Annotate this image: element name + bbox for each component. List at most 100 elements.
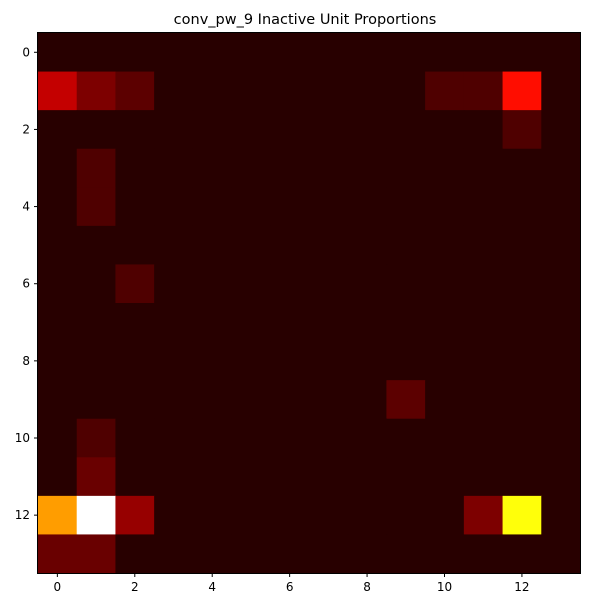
y-axis: 0 2 4 6 8 10 12 — [15, 45, 38, 522]
y-tick-label: 6 — [22, 277, 30, 291]
heatmap-cell — [463, 418, 504, 458]
x-tick-label: 8 — [363, 580, 371, 594]
heatmap-cell — [231, 225, 271, 266]
heatmap-cell — [347, 457, 388, 497]
heatmap-cell — [425, 418, 465, 458]
heatmap-cell — [502, 457, 542, 497]
heatmap-cell — [425, 495, 465, 536]
heatmap-cell — [270, 264, 310, 304]
heatmap-cell — [425, 303, 465, 343]
heatmap-cell — [270, 71, 310, 111]
heatmap-cell — [463, 71, 504, 111]
heatmap-cell — [154, 418, 194, 458]
heatmap-cell — [309, 225, 349, 266]
heatmap-cell — [192, 187, 233, 227]
heatmap-cell — [270, 225, 310, 266]
heatmap-cell — [347, 148, 388, 188]
y-tick-label: 0 — [22, 45, 30, 59]
heatmap-cell — [502, 418, 542, 458]
x-tick-label: 4 — [208, 580, 216, 594]
heatmap-cell — [541, 341, 581, 381]
heatmap-cell — [76, 341, 117, 381]
heatmap-cell — [541, 495, 581, 536]
heatmap-cell — [386, 457, 426, 497]
heatmap-cell — [541, 225, 581, 266]
heatmap-cell — [192, 534, 233, 574]
heatmap-cell — [231, 341, 271, 381]
heatmap-cell — [38, 457, 78, 497]
heatmap-cell — [270, 187, 310, 227]
heatmap-cell — [192, 303, 233, 343]
heatmap-cell — [463, 148, 504, 188]
heatmap-cell — [386, 148, 426, 188]
heatmap-cell — [386, 303, 426, 343]
heatmap-cell — [541, 264, 581, 304]
heatmap-cell — [115, 187, 155, 227]
heatmap-cell — [386, 418, 426, 458]
heatmap-cell — [154, 495, 194, 536]
heatmap-cell — [231, 534, 271, 574]
heatmap-cell — [541, 534, 581, 574]
heatmap-cell — [270, 495, 310, 536]
heatmap-cell — [425, 341, 465, 381]
x-tick-label: 12 — [514, 580, 529, 594]
heatmap-cell — [115, 148, 155, 188]
heatmap-cell — [192, 495, 233, 536]
heatmap-cell — [231, 264, 271, 304]
heatmap-cell — [502, 495, 542, 536]
x-tick-label: 2 — [131, 580, 139, 594]
heatmap-cell — [309, 418, 349, 458]
heatmap-cell — [38, 148, 78, 188]
heatmap-cell — [425, 534, 465, 574]
heatmap-cell — [309, 303, 349, 343]
heatmap-cell — [270, 110, 310, 150]
heatmap-cell — [502, 187, 542, 227]
heatmap-cell — [347, 33, 388, 73]
heatmap-cell — [192, 418, 233, 458]
heatmap-cell — [386, 534, 426, 574]
heatmap-cell — [502, 110, 542, 150]
plot-frame — [37, 32, 581, 574]
heatmap-cell — [386, 225, 426, 266]
heatmap-cell — [270, 380, 310, 420]
heatmap-cell — [270, 303, 310, 343]
x-tick-label: 10 — [437, 580, 452, 594]
heatmap-cell — [463, 380, 504, 420]
x-axis: 0 2 4 6 8 10 12 — [54, 573, 530, 594]
heatmap-cell — [541, 148, 581, 188]
heatmap-cell — [502, 380, 542, 420]
heatmap-cell — [463, 225, 504, 266]
heatmap-cell — [192, 380, 233, 420]
heatmap-cell — [115, 71, 155, 111]
heatmap-cell — [76, 187, 117, 227]
heatmap-cell — [38, 33, 78, 73]
heatmap-cell — [192, 148, 233, 188]
heatmap-cell — [502, 71, 542, 111]
heatmap-cell — [115, 495, 155, 536]
heatmap-cell — [541, 71, 581, 111]
x-tick-label: 0 — [54, 580, 62, 594]
heatmap-cell — [541, 457, 581, 497]
heatmap-cell — [309, 380, 349, 420]
heatmap-cell — [386, 33, 426, 73]
heatmap-cell — [76, 418, 117, 458]
heatmap-cell — [38, 110, 78, 150]
heatmap-cell — [38, 225, 78, 266]
heatmap-cell — [231, 418, 271, 458]
heatmap-cell — [270, 457, 310, 497]
heatmap-cell — [541, 33, 581, 73]
y-tick-label: 8 — [22, 354, 30, 368]
heatmap-cell — [38, 341, 78, 381]
heatmap-cell — [463, 110, 504, 150]
y-tick-label: 12 — [15, 508, 30, 522]
heatmap-cell — [154, 264, 194, 304]
heatmap-cell — [425, 71, 465, 111]
heatmap-cell — [541, 418, 581, 458]
y-tick-label: 10 — [15, 431, 30, 445]
heatmap-cell — [154, 33, 194, 73]
heatmap-cell — [347, 71, 388, 111]
heatmap-cell — [347, 495, 388, 536]
heatmap-cell — [115, 110, 155, 150]
heatmap-cell — [541, 187, 581, 227]
